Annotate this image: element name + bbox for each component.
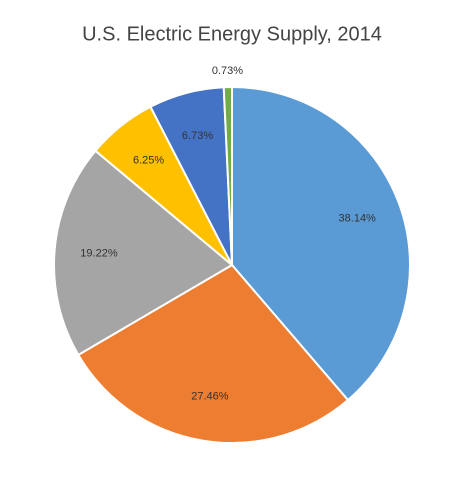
chart-title: U.S. Electric Energy Supply, 2014 (82, 23, 382, 45)
data-label: 38.14% (339, 213, 377, 225)
data-label: 6.25% (133, 155, 164, 167)
pie-slice (53, 149, 234, 357)
pie-slice (76, 263, 350, 444)
data-label: 0.73% (212, 65, 243, 77)
data-label: 27.46% (191, 391, 229, 403)
data-label: 6.73% (182, 130, 213, 142)
pie-slice (222, 85, 233, 266)
data-label: 19.22% (80, 248, 118, 260)
pie-slice (231, 85, 411, 402)
